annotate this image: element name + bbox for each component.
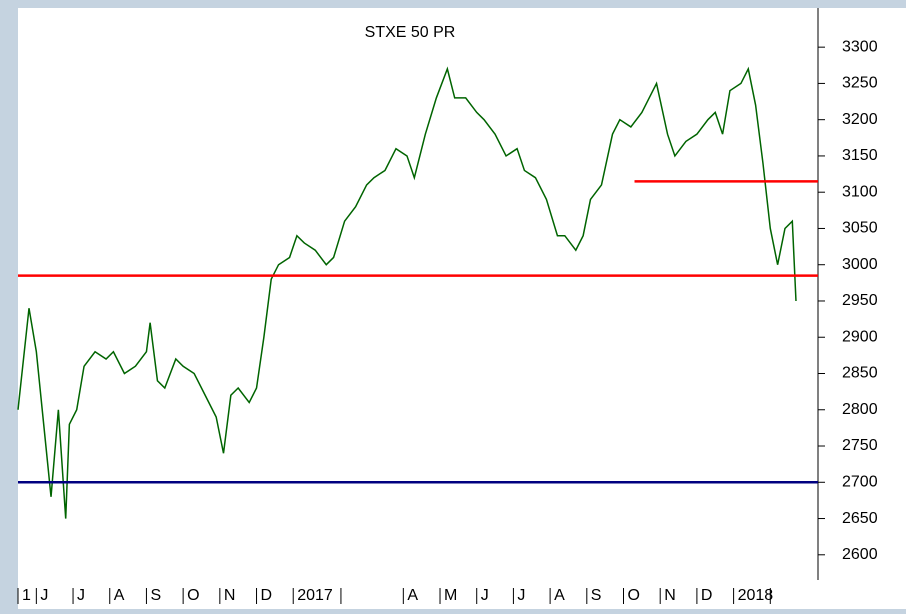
y-tick-label: 2750 — [842, 437, 878, 454]
x-tick-label: J — [517, 587, 525, 604]
price-line — [17, 66, 797, 519]
y-tick-label: 3000 — [842, 256, 878, 273]
chart-title: STXE 50 PR — [365, 24, 456, 41]
y-tick-label: 3250 — [842, 75, 878, 92]
x-tick-label: J — [77, 587, 85, 604]
x-tick-label: D — [701, 587, 713, 604]
y-tick-label: 3150 — [842, 147, 878, 164]
x-tick-label: O — [628, 587, 640, 604]
x-tick-label: A — [554, 587, 565, 604]
y-tick-label: 3300 — [842, 38, 878, 55]
y-tick-label: 2900 — [842, 328, 878, 345]
x-tick-label: N — [664, 587, 676, 604]
plot-background — [18, 8, 906, 609]
x-tick-label: J — [481, 587, 489, 604]
y-tick-label: 2600 — [842, 546, 878, 563]
x-tick-label: S — [591, 587, 602, 604]
y-tick-label: 3050 — [842, 220, 878, 237]
y-tick-label: 2700 — [842, 473, 878, 490]
x-tick-label: J — [40, 587, 48, 604]
y-tick-label: 3200 — [842, 111, 878, 128]
x-tick-label: D — [261, 587, 273, 604]
x-tick-label: M — [444, 587, 457, 604]
y-tick-label: 2800 — [842, 401, 878, 418]
x-tick-label: 2018 — [738, 587, 774, 604]
x-tick-label: 2017 — [297, 587, 333, 604]
y-tick-label: 2950 — [842, 292, 878, 309]
x-tick-label: 1 — [22, 587, 31, 604]
x-tick-label: A — [407, 587, 418, 604]
x-tick-label: N — [224, 587, 236, 604]
y-tick-label: 3100 — [842, 183, 878, 200]
x-tick-label: S — [150, 587, 161, 604]
x-tick-label: O — [187, 587, 199, 604]
y-tick-label: 2650 — [842, 510, 878, 527]
x-tick-label: A — [114, 587, 125, 604]
y-tick-label: 2850 — [842, 365, 878, 382]
